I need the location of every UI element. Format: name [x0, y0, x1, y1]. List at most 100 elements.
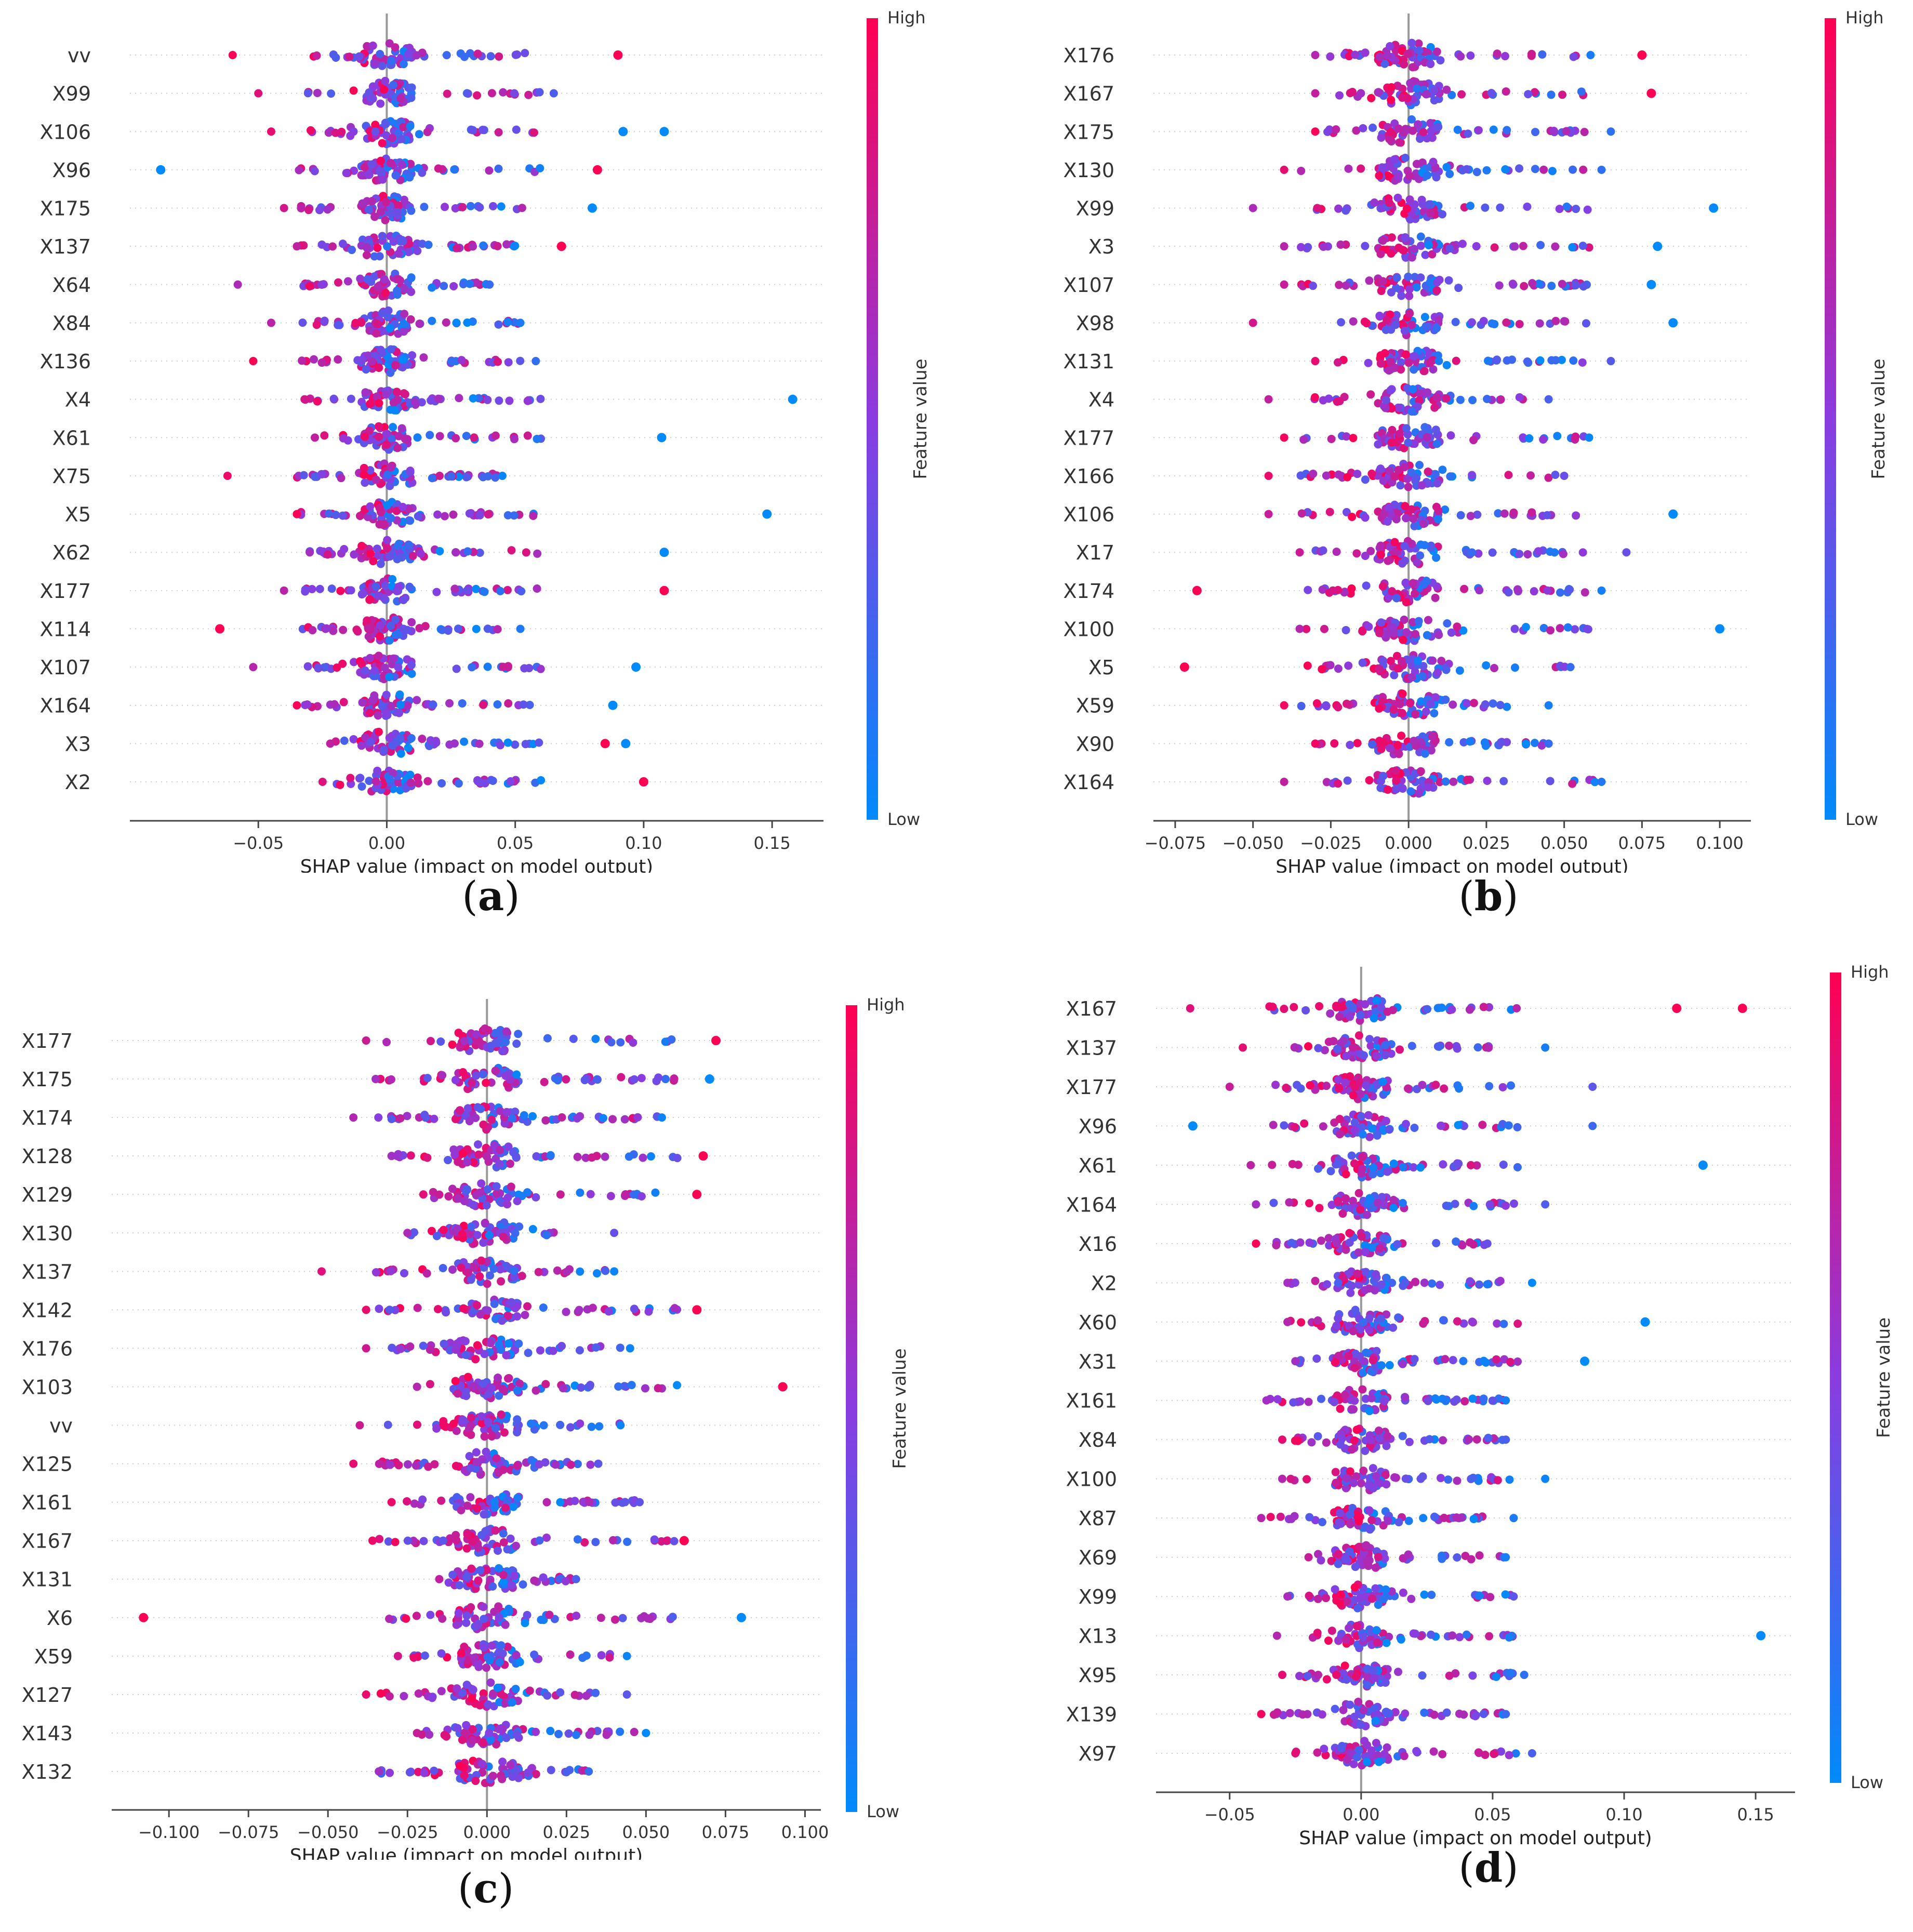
shap-point [1487, 319, 1496, 328]
shap-point [1398, 559, 1406, 568]
shap-point [1329, 1037, 1338, 1046]
beeswarm-row [1311, 38, 1647, 72]
shap-point [1322, 471, 1331, 480]
shap-point [426, 1345, 434, 1354]
shap-point [375, 432, 383, 441]
shap-point [310, 355, 318, 364]
shap-point [620, 1382, 629, 1391]
shap-point [374, 592, 383, 601]
shap-point [1412, 474, 1421, 483]
feature-label: X142 [21, 1299, 73, 1322]
feature-label: X166 [1063, 465, 1114, 488]
beeswarm-row [267, 117, 669, 149]
beeswarm-row [156, 154, 602, 185]
shap-point [1407, 505, 1416, 514]
shap-point [406, 1151, 415, 1160]
shap-point [374, 711, 382, 720]
shap-point [1571, 281, 1580, 290]
shap-point [1463, 776, 1471, 784]
shap-point [1348, 88, 1357, 97]
shap-point [393, 541, 402, 550]
shap-point [1400, 541, 1409, 550]
shap-point [1420, 313, 1429, 322]
feature-label: X128 [21, 1145, 73, 1168]
shap-point [311, 472, 320, 481]
shap-point [443, 89, 451, 98]
shap-point [1469, 436, 1478, 445]
shap-point [362, 1305, 370, 1314]
shap-point [637, 1192, 646, 1201]
shap-point [520, 1111, 528, 1120]
shap-point [1389, 623, 1398, 632]
shap-point [1322, 1082, 1331, 1090]
shap-point [372, 329, 381, 338]
feature-label: X106 [1063, 503, 1114, 526]
shap-point [530, 1576, 539, 1585]
shap-point [1264, 510, 1273, 518]
shap-point [1357, 164, 1365, 173]
shap-point [1385, 198, 1394, 207]
beeswarm-row [1248, 193, 1719, 224]
colorbar-title: Feature value [889, 1348, 910, 1469]
shap-point [455, 394, 463, 403]
shap-point [1349, 434, 1358, 443]
shap-outlier-point [659, 548, 669, 557]
shap-point [1291, 1123, 1299, 1131]
shap-point [1400, 616, 1409, 624]
shap-point [322, 624, 331, 633]
shap-point [1562, 202, 1571, 211]
shap-point [446, 1339, 455, 1348]
shap-point [454, 1608, 463, 1617]
shap-point [1580, 128, 1589, 137]
shap-point [419, 1341, 428, 1350]
shap-point [375, 1304, 383, 1313]
shap-point [1418, 200, 1427, 209]
shap-point [1405, 195, 1414, 204]
shap-point [1441, 777, 1450, 786]
shap-point [280, 586, 288, 595]
shap-point [1404, 483, 1413, 491]
shap-point [498, 1047, 507, 1056]
shap-point [1390, 155, 1399, 164]
shap-point [1326, 52, 1335, 61]
shap-point [1586, 51, 1595, 60]
shap-point [1474, 549, 1483, 558]
shap-point [528, 1112, 537, 1121]
shap-point [1326, 661, 1335, 670]
shap-point [410, 397, 419, 406]
shap-point [1387, 96, 1396, 104]
shap-point [1562, 127, 1571, 136]
shap-point [1493, 355, 1502, 364]
shap-point [1322, 702, 1331, 711]
shap-point [1597, 586, 1606, 595]
shap-point [389, 81, 397, 89]
shap-point [1315, 1002, 1324, 1010]
shap-point [1424, 241, 1433, 250]
shap-point [519, 700, 528, 709]
shap-point [1426, 358, 1434, 367]
shap-point [1311, 127, 1320, 136]
shap-point [1375, 704, 1384, 713]
shap-point [330, 700, 339, 709]
shap-point [1361, 552, 1370, 561]
feature-label: X17 [1076, 541, 1114, 564]
shap-point [1348, 1043, 1357, 1052]
shap-point [399, 123, 408, 131]
shap-point [381, 76, 390, 85]
shap-point [454, 779, 463, 788]
shap-point [566, 1423, 575, 1432]
shap-point [483, 1185, 492, 1194]
shap-point [1498, 1083, 1507, 1091]
shap-point [398, 502, 407, 511]
shap-point [433, 510, 442, 519]
shap-point [1378, 163, 1387, 172]
shap-point [499, 1465, 508, 1474]
colorbar [846, 1005, 857, 1812]
shap-point [376, 621, 384, 630]
shap-point [1504, 471, 1513, 479]
shap-point [361, 432, 369, 441]
beeswarm-row [228, 39, 623, 70]
shap-point [1385, 467, 1394, 475]
shap-point [1480, 738, 1489, 747]
shap-point [367, 160, 376, 169]
